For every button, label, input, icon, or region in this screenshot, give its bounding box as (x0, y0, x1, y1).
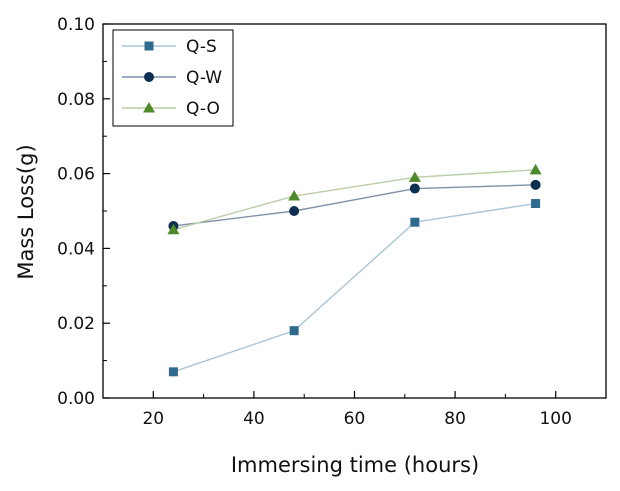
x-tick-label: 40 (243, 409, 265, 429)
y-tick-label: 0.10 (57, 15, 95, 35)
y-axis-title: Mass Loss(g) (14, 144, 38, 279)
y-tick-label: 0.02 (57, 314, 95, 334)
data-point-q-s (531, 199, 541, 209)
y-tick-label: 0.06 (57, 165, 95, 185)
legend-marker-q-o (143, 102, 155, 113)
y-tick-label: 0.08 (57, 90, 95, 110)
data-point-q-w (409, 183, 420, 194)
data-point-q-w (530, 179, 541, 190)
data-point-q-o (167, 223, 180, 235)
data-point-q-s (289, 326, 299, 336)
plot-area (167, 163, 542, 377)
series-line-q-o (173, 169, 536, 231)
series-line-q-w (173, 184, 536, 227)
legend: Q-S Q-W Q-O (112, 29, 234, 127)
legend-marker-q-w (144, 72, 154, 82)
y-tick-label: 0.04 (57, 239, 95, 259)
series-line-q-s (173, 202, 536, 373)
data-point-q-s (168, 367, 178, 377)
y-tick-label: 0.00 (57, 389, 95, 409)
x-axis-title: Immersing time (hours) (231, 453, 479, 477)
data-point-q-o (408, 171, 421, 182)
data-point-q-w (289, 206, 300, 216)
axes: 0.00 0.02 0.04 0.06 0.08 0.10 20 40 60 80 100 (57, 15, 607, 429)
x-tick-label: 100 (539, 409, 571, 429)
data-point-q-o (529, 163, 542, 175)
x-tick-label: 20 (142, 409, 164, 429)
data-point-q-o (288, 190, 301, 201)
x-tick-label: 80 (444, 409, 466, 429)
x-tick-label: 60 (344, 409, 366, 429)
data-point-q-s (410, 217, 420, 227)
legend-marker-q-s (144, 41, 154, 51)
legend-label-q-o: Q-O (186, 99, 220, 119)
legend-label-q-s: Q-S (186, 37, 217, 57)
legend-label-q-w: Q-W (186, 68, 222, 88)
